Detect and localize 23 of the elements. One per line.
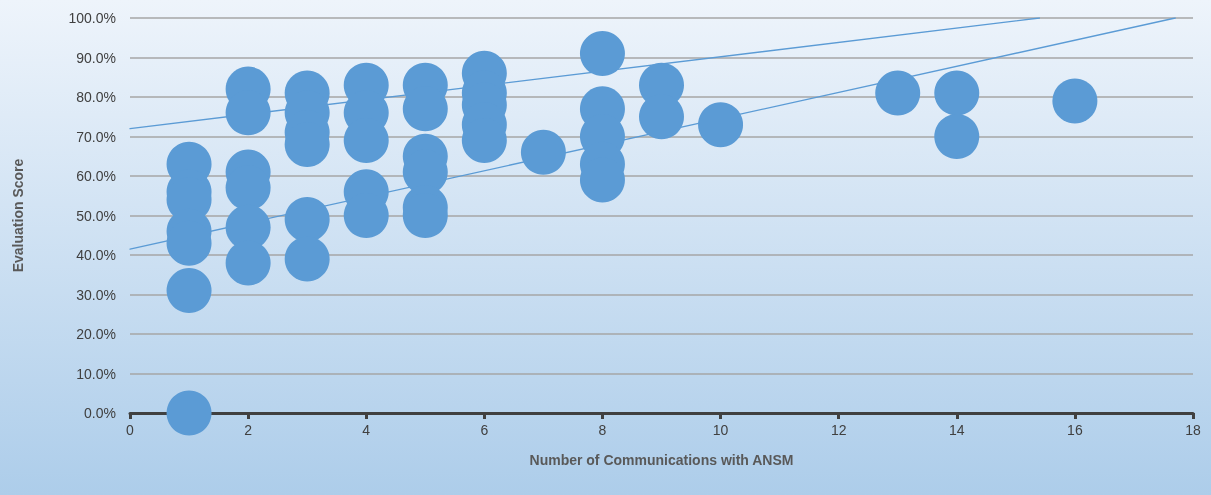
x-tick-label: 2 [244, 422, 253, 438]
x-tick-label: 0 [126, 422, 135, 438]
y-tick-label: 10.0% [76, 365, 116, 382]
y-tick-label: 0.0% [84, 405, 116, 421]
x-tick-label: 18 [1185, 422, 1201, 438]
x-tick-label: 16 [1067, 422, 1083, 438]
y-tick-label: 40.0% [76, 247, 116, 263]
y-tick-label: 60.0% [76, 168, 116, 184]
x-tick-label: 4 [362, 422, 371, 438]
y-tick-label: 80.0% [76, 89, 116, 105]
x-tick-label: 8 [598, 422, 607, 438]
y-tick-label: 20.0% [76, 326, 116, 342]
x-tick-label: 12 [830, 422, 847, 438]
x-tick-label: 14 [948, 422, 965, 438]
x-axis-title: Number of Communications with ANSM [529, 452, 794, 468]
y-tick-label: 30.0% [76, 286, 116, 303]
x-tick-label: 6 [480, 422, 489, 438]
y-tick-label: 70.0% [76, 128, 116, 145]
y-axis-title: Evaluation Score [10, 158, 26, 273]
y-tick-label: 100.0% [68, 10, 116, 26]
y-tick-label: 90.0% [76, 49, 116, 66]
y-tick-label: 50.0% [76, 207, 116, 224]
x-tick-label: 10 [712, 422, 729, 438]
